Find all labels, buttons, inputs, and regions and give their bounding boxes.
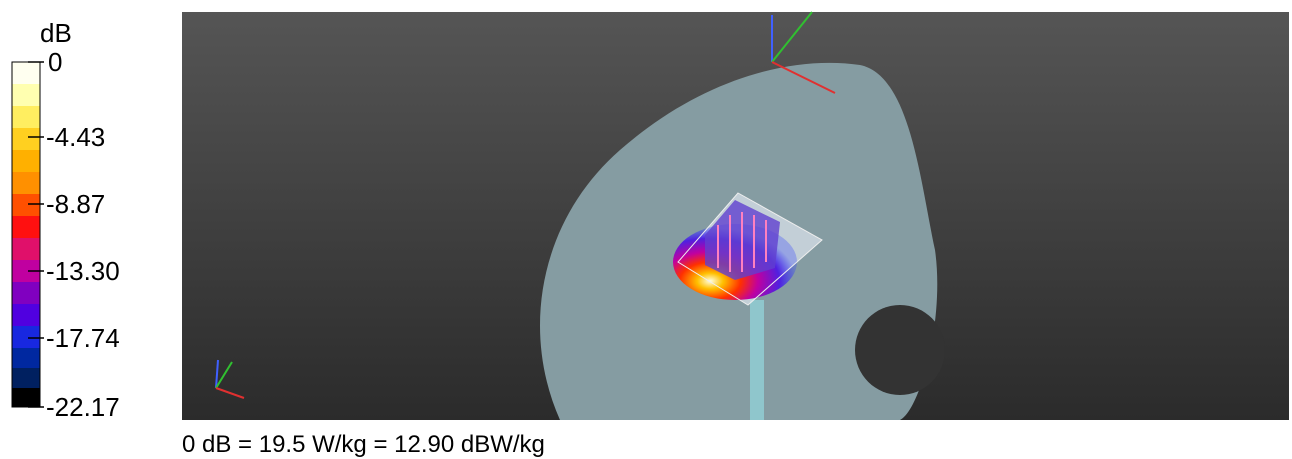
caption: 0 dB = 19.5 W/kg = 12.90 dBW/kg <box>182 431 545 458</box>
colorbar-unit: dB <box>40 18 72 48</box>
colorbar-label: -8.87 <box>46 189 105 219</box>
colorbar-label: -13.30 <box>46 256 120 286</box>
colorbar-label: -4.43 <box>46 122 105 152</box>
viewport <box>182 11 1289 421</box>
colorbar-label: 0 <box>48 47 62 77</box>
colorbar-label: -17.74 <box>46 323 120 353</box>
colorbar <box>11 61 41 408</box>
colorbar-ticks <box>28 61 44 408</box>
colorbar-label: -22.17 <box>46 392 120 422</box>
